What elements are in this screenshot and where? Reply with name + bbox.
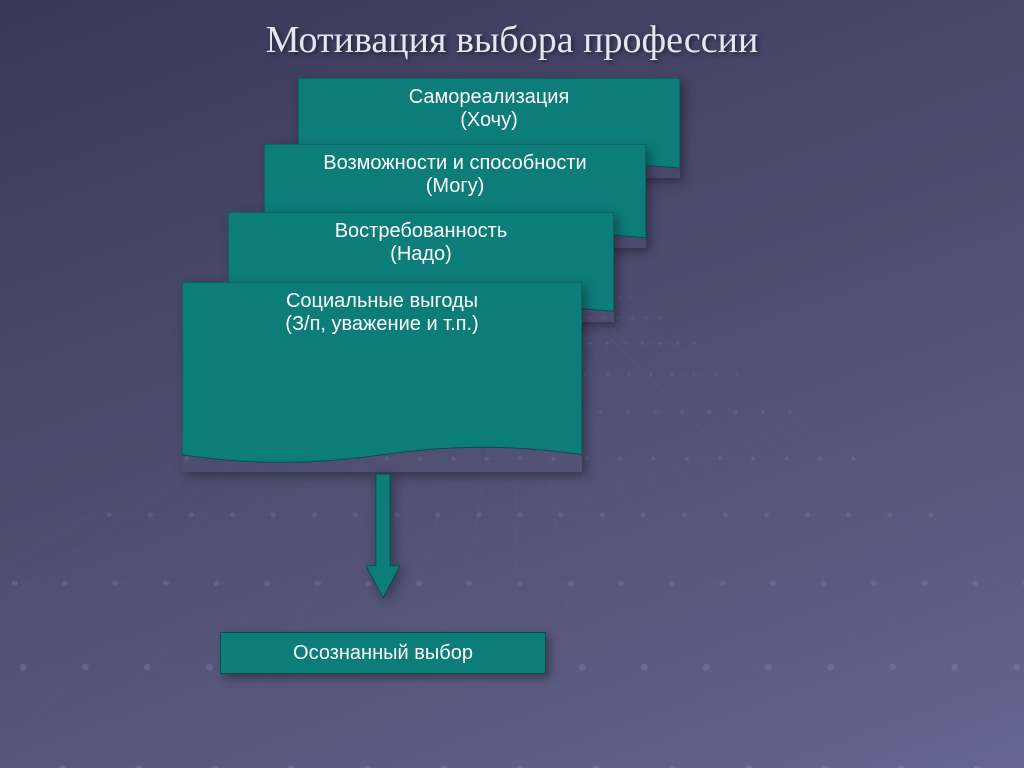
page-title: Мотивация выбора профессии: [0, 18, 1024, 62]
card-line1: Самореализация: [298, 86, 680, 109]
card-line1: Востребованность: [228, 220, 614, 243]
motivation-card-3: Социальные выгоды(З/п, уважение и т.п.): [182, 282, 582, 472]
result-label: Осознанный выбор: [293, 642, 473, 665]
card-line1: Социальные выгоды: [182, 290, 582, 313]
card-line2: (З/п, уважение и т.п.): [182, 313, 582, 336]
card-line1: Возможности и способности: [264, 152, 646, 175]
down-arrow-icon: [366, 474, 400, 598]
card-line2: (Хочу): [298, 109, 680, 132]
result-box: Осознанный выбор: [220, 632, 546, 674]
card-line2: (Надо): [228, 243, 614, 266]
card-line2: (Могу): [264, 175, 646, 198]
